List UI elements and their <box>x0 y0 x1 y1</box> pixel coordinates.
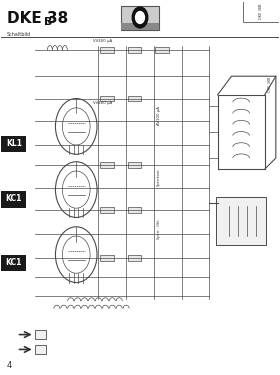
Text: VV400 µA: VV400 µA <box>93 101 112 105</box>
Text: Sperrkont.: Sperrkont. <box>157 167 161 186</box>
FancyBboxPatch shape <box>1 136 26 152</box>
FancyBboxPatch shape <box>100 47 114 53</box>
Text: DKE 38B: DKE 38B <box>259 3 263 19</box>
FancyBboxPatch shape <box>35 345 46 354</box>
Text: KC1: KC1 <box>6 258 22 267</box>
FancyBboxPatch shape <box>216 197 266 245</box>
Text: Sperr - Okt.: Sperr - Okt. <box>157 218 161 239</box>
Circle shape <box>136 12 144 23</box>
FancyBboxPatch shape <box>100 207 114 213</box>
Text: 4: 4 <box>7 361 12 370</box>
Text: DKE 38: DKE 38 <box>7 11 68 26</box>
FancyBboxPatch shape <box>100 96 114 102</box>
FancyBboxPatch shape <box>1 255 26 272</box>
Circle shape <box>132 7 148 28</box>
FancyBboxPatch shape <box>127 207 141 213</box>
FancyBboxPatch shape <box>1 192 26 208</box>
FancyBboxPatch shape <box>155 47 169 53</box>
Text: AV100 µA: AV100 µA <box>157 106 161 124</box>
Text: DKE 38B: DKE 38B <box>268 76 272 92</box>
FancyBboxPatch shape <box>242 1 279 22</box>
FancyBboxPatch shape <box>127 96 141 102</box>
FancyBboxPatch shape <box>121 23 159 30</box>
FancyBboxPatch shape <box>100 255 114 261</box>
FancyBboxPatch shape <box>35 330 46 339</box>
FancyBboxPatch shape <box>100 162 114 168</box>
Text: Schaltbild: Schaltbild <box>7 32 31 37</box>
Text: B: B <box>44 17 53 27</box>
Text: VV400 µA: VV400 µA <box>93 39 112 43</box>
Text: KL1: KL1 <box>6 139 22 148</box>
FancyBboxPatch shape <box>127 162 141 168</box>
FancyBboxPatch shape <box>127 255 141 261</box>
FancyBboxPatch shape <box>121 6 159 30</box>
Text: KC1: KC1 <box>6 194 22 203</box>
FancyBboxPatch shape <box>127 47 141 53</box>
